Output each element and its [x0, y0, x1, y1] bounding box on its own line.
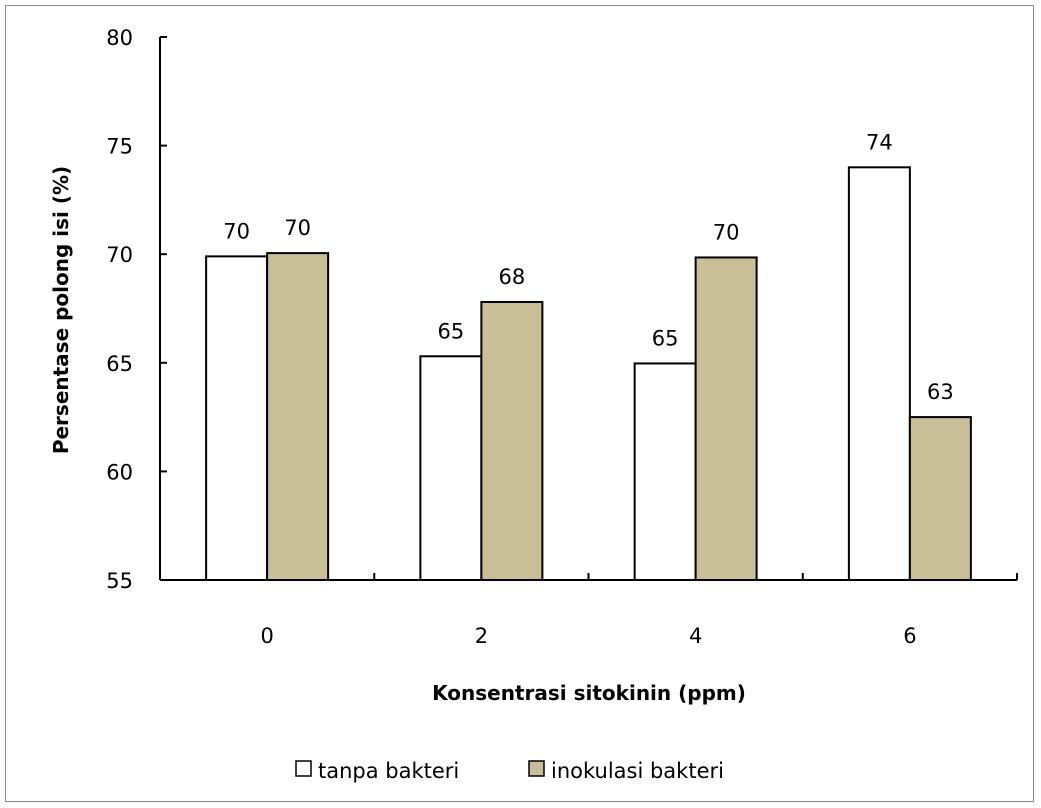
y-ticks-group: 55 60 65 70 75 80: [106, 26, 167, 593]
y-tick-label-0: 55: [106, 569, 133, 593]
y-tick-label-2: 65: [106, 352, 133, 376]
bar-0-3: [847, 166, 911, 581]
y-tick-label-5: 80: [106, 26, 133, 50]
x-ticks-group: 0 2 4 6: [159, 573, 1018, 648]
data-label-0-0: 70: [223, 219, 250, 243]
bar-0-2: [633, 362, 697, 581]
data-label-0-3: 74: [866, 130, 893, 154]
legend-label-inokulasi-bakteri: inokulasi bakteri: [551, 759, 724, 783]
x-axis-title: Konsentrasi sitokinin (ppm): [432, 681, 746, 705]
x-tick-label-1: 2: [475, 624, 488, 648]
bar-1-0: [266, 252, 330, 581]
data-label-0-2: 65: [652, 326, 679, 350]
data-label-1-1: 68: [499, 265, 526, 289]
bar-1-3: [908, 416, 972, 581]
bar-1-2: [694, 256, 758, 581]
bars-group: [205, 166, 972, 581]
legend-swatch-tanpa-bakteri: [295, 760, 312, 777]
x-tick-label-2: 4: [689, 624, 702, 648]
data-labels-group: 70 65 65 74 70 68 70 63: [223, 130, 953, 404]
data-label-0-1: 65: [438, 319, 465, 343]
y-axis-title: Persentase polong isi (%): [49, 166, 73, 454]
bar-0-1: [419, 355, 483, 581]
y-tick-label-1: 60: [106, 460, 133, 484]
data-label-1-3: 63: [927, 380, 954, 404]
x-tick-label-3: 6: [903, 624, 916, 648]
data-label-1-0: 70: [284, 216, 311, 240]
y-tick-label-4: 75: [106, 135, 133, 159]
bar-0-0: [205, 255, 269, 581]
x-tick-label-0: 0: [260, 624, 273, 648]
legend: tanpa bakteri inokulasi bakteri: [295, 759, 724, 783]
data-label-1-2: 70: [713, 220, 740, 244]
legend-swatch-inokulasi-bakteri: [528, 760, 545, 777]
y-tick-label-3: 70: [106, 243, 133, 267]
legend-label-tanpa-bakteri: tanpa bakteri: [318, 759, 459, 783]
bar-1-1: [480, 300, 544, 581]
